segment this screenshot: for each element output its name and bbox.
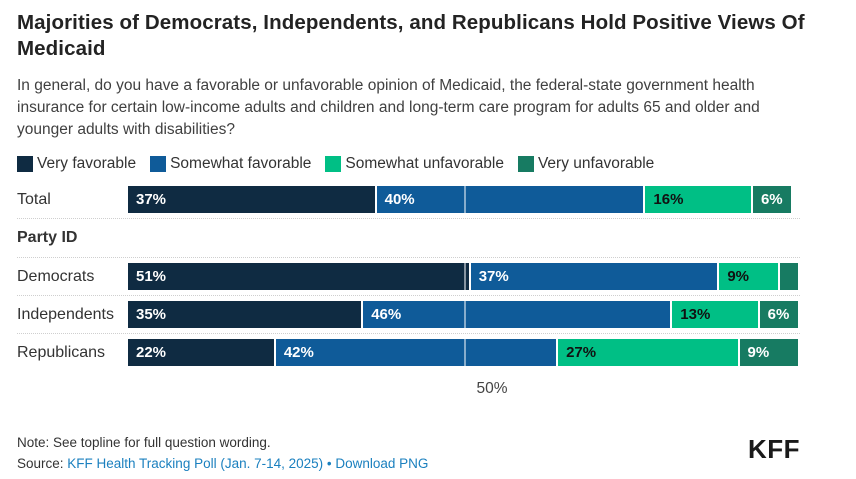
bar-value-label: 13% [680,306,711,323]
source-prefix: Source: [17,456,68,471]
legend-swatch-icon [150,156,167,172]
bar-value-label: 42% [283,344,314,361]
legend-swatch-icon [325,156,342,172]
download-png-link[interactable]: Download PNG [335,456,429,471]
axis-spacer [17,380,128,399]
bar-plot: 22% 42% 27% 9% [128,339,800,366]
bar-value-label: 6% [760,191,783,208]
axis-tick-50: 50% [476,380,508,397]
row-label: Republicans [17,343,106,361]
gridline-50pct [464,186,466,213]
bar-value-label: 35% [136,306,167,323]
bar-segment: 9% [739,339,800,366]
section-row: Party ID [17,219,800,258]
bar-segment: 40% [376,186,646,213]
axis-area: 50% [128,380,856,399]
chart-legend: Very favorable Somewhat favorable Somewhat… [17,154,856,174]
section-label: Party ID [17,229,78,246]
bar-segment: 46% [363,301,673,328]
bar-segment: 27% [558,339,740,366]
bar-segment [779,263,800,290]
bar-value-label: 40% [384,191,415,208]
bar-segment: 6% [752,186,794,213]
bar-value-label: 37% [136,191,167,208]
legend-item: Somewhat unfavorable [325,155,504,173]
page-title: Majorities of Democrats, Independents, a… [17,11,805,60]
stacked-bar-chart: Total 37% 40% 16% 6% Party ID Democrats 51% 37% 9… [17,186,800,371]
bar-value-label: 22% [136,344,167,361]
bar-segment: 9% [719,263,780,290]
legend-swatch-icon [17,156,33,172]
kff-logo: KFF [747,434,800,464]
legend-label: Somewhat unfavorable [345,155,504,172]
bar-segment: 35% [128,301,364,328]
footer-note: Note: See topline for full question word… [17,435,271,450]
legend-label: Very favorable [37,155,137,172]
bar-value-label: 37% [478,268,509,285]
bar-value-label: 16% [653,191,684,208]
bar-segment: 16% [645,186,753,213]
chart-row: Independents 35% 46% 13% 6% [17,296,800,334]
chart-question-subtitle: In general, do you have a favorable or u… [17,77,760,138]
row-label: Independents [17,305,114,323]
bar-value-label: 46% [371,306,402,323]
gridline-50pct [464,339,466,366]
bar-value-label: 6% [767,306,790,323]
source-separator: • [323,456,336,471]
legend-label: Very unfavorable [537,155,655,172]
chart-row: Democrats 51% 37% 9% [17,258,800,296]
gridline-50pct [464,301,466,328]
legend-item: Very unfavorable [517,155,655,173]
legend-item: Somewhat favorable [150,155,311,173]
footer: Note: See topline for full question word… [17,432,856,474]
x-axis: 50% [17,380,856,399]
chart-row: Total 37% 40% 16% 6% [17,186,800,219]
bar-segment: 37% [128,186,377,213]
bar-segment: 51% [128,263,471,290]
bar-value-label: 9% [727,268,750,285]
bar-value-label: 27% [566,344,597,361]
row-label: Total [17,190,51,208]
row-label: Democrats [17,267,95,285]
bar-value-label: 51% [136,268,167,285]
bar-segment: 6% [759,301,800,328]
bar-plot: 37% 40% 16% 6% [128,186,800,213]
bar-segment: 13% [672,301,760,328]
bar-segment: 37% [470,263,720,290]
legend-item: Very favorable [17,155,136,173]
gridline-50pct [464,263,466,290]
legend-swatch-icon [517,156,534,172]
bar-segment: 22% [128,339,276,366]
footer-source-line: Source: KFF Health Tracking Poll (Jan. 7… [17,453,856,474]
bar-value-label: 9% [747,344,770,361]
bar-plot: 35% 46% 13% 6% [128,301,800,328]
source-link[interactable]: KFF Health Tracking Poll (Jan. 7-14, 202… [67,456,324,471]
bar-plot: 51% 37% 9% [128,263,800,290]
bar-segment: 42% [275,339,559,366]
chart-row: Republicans 22% 42% 27% 9% [17,334,800,371]
legend-label: Somewhat favorable [170,155,312,172]
